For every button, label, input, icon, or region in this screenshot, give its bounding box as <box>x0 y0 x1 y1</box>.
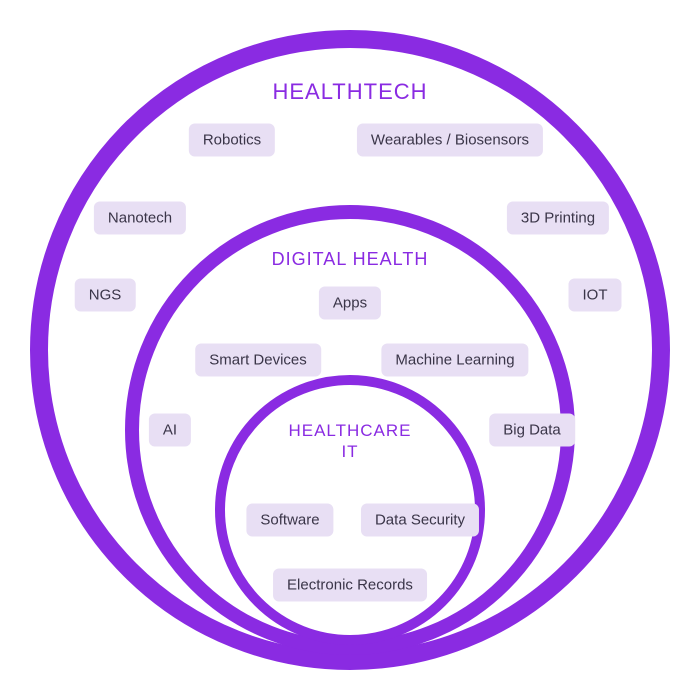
tag-apps: Apps <box>319 287 381 320</box>
tag-software: Software <box>246 504 333 537</box>
tag-wearables-biosensors: Wearables / Biosensors <box>357 124 543 157</box>
tag-machine-learning: Machine Learning <box>381 344 528 377</box>
tag-nanotech: Nanotech <box>94 202 186 235</box>
tag-iot: IOT <box>569 279 622 312</box>
tag-big-data: Big Data <box>489 414 575 447</box>
heading-healthtech: HEALTHTECH <box>272 78 427 106</box>
tag-electronic-records: Electronic Records <box>273 569 427 602</box>
tag-ai: AI <box>149 414 191 447</box>
tag-data-security: Data Security <box>361 504 479 537</box>
tag-robotics: Robotics <box>189 124 275 157</box>
tag-3d-printing: 3D Printing <box>507 202 609 235</box>
heading-healthcare-it: HEALTHCARE IT <box>288 420 411 463</box>
tag-smart-devices: Smart Devices <box>195 344 321 377</box>
tag-ngs: NGS <box>75 279 136 312</box>
heading-digital-health: DIGITAL HEALTH <box>272 248 429 271</box>
